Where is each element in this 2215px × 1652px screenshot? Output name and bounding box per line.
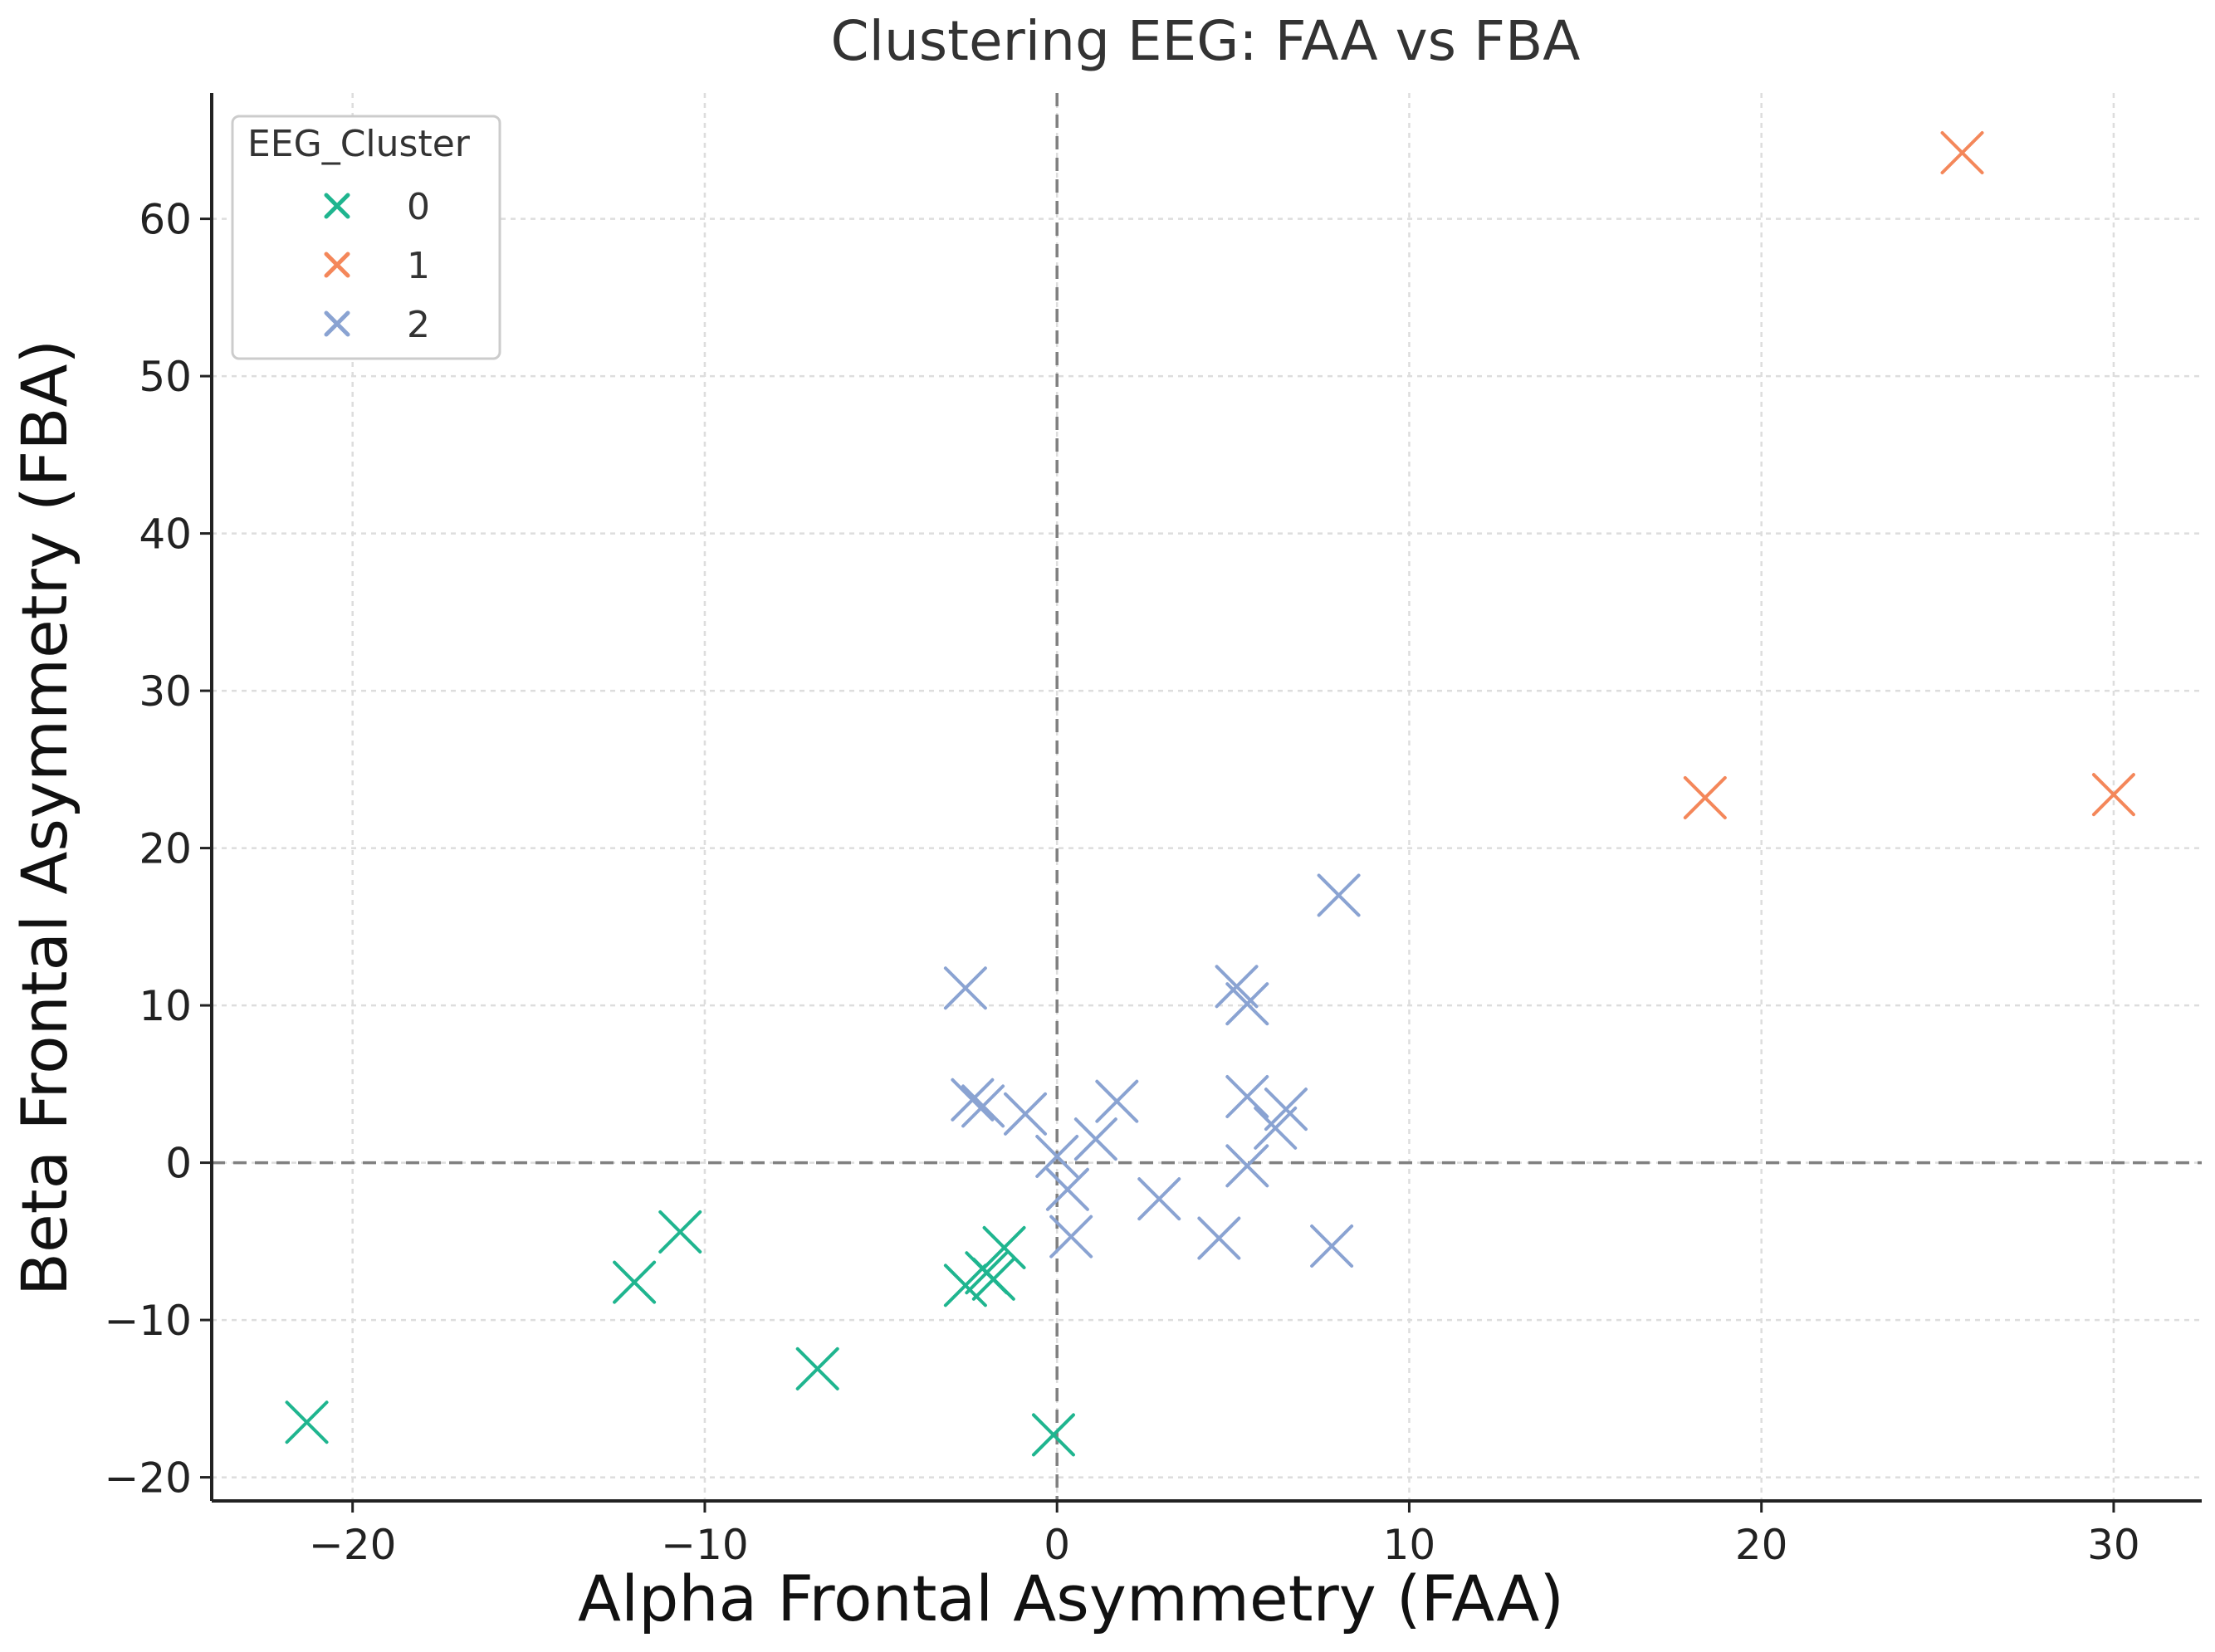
reference-lines bbox=[212, 93, 2202, 1501]
data-point-cluster-2 bbox=[1225, 982, 1269, 1026]
data-point-cluster-2 bbox=[1049, 1215, 1093, 1259]
data-point-cluster-2 bbox=[1045, 1167, 1089, 1211]
data-point-cluster-2 bbox=[1035, 1135, 1079, 1178]
data-point-cluster-2 bbox=[1225, 1074, 1269, 1118]
x-axis-ticks: −20 −10 0 10 20 30 bbox=[309, 1501, 2140, 1569]
data-point-cluster-2 bbox=[1225, 1144, 1269, 1188]
legend-marker-cluster-2 bbox=[324, 310, 350, 337]
y-tick-label: 50 bbox=[139, 353, 192, 401]
y-tick-label: −20 bbox=[104, 1454, 192, 1503]
data-point-cluster-1 bbox=[1940, 131, 1984, 175]
data-point-cluster-2 bbox=[1073, 1117, 1117, 1161]
data-point-cluster-0 bbox=[982, 1225, 1026, 1269]
x-tick-label: −20 bbox=[309, 1521, 397, 1569]
axes bbox=[210, 93, 2202, 1503]
y-tick-label: 60 bbox=[139, 196, 192, 244]
series-cluster-1 bbox=[1683, 131, 2135, 819]
y-tick-label: 0 bbox=[165, 1140, 192, 1188]
data-points bbox=[285, 131, 2135, 1457]
data-point-cluster-2 bbox=[1004, 1092, 1048, 1136]
legend-items: 0 1 2 bbox=[324, 186, 430, 346]
y-tick-label: 40 bbox=[139, 511, 192, 559]
x-tick-label: 20 bbox=[1735, 1521, 1788, 1569]
y-tick-label: 10 bbox=[139, 982, 192, 1030]
data-point-cluster-0 bbox=[613, 1260, 657, 1304]
data-point-cluster-2 bbox=[1264, 1087, 1308, 1131]
x-tick-label: 30 bbox=[2087, 1521, 2140, 1569]
y-axis-ticks: −20 −10 0 10 20 30 40 50 60 bbox=[104, 196, 212, 1503]
legend: EEG_Cluster 0 1 2 bbox=[231, 115, 501, 360]
y-tick-label: 30 bbox=[139, 667, 192, 716]
chart-title: Clustering EEG: FAA vs FBA bbox=[831, 9, 1581, 73]
data-point-cluster-2 bbox=[1095, 1079, 1139, 1123]
data-point-cluster-2 bbox=[943, 966, 987, 1010]
data-point-cluster-0 bbox=[1031, 1413, 1075, 1457]
data-point-cluster-2 bbox=[961, 1084, 1005, 1128]
data-point-cluster-0 bbox=[658, 1210, 702, 1254]
legend-marker-cluster-1 bbox=[324, 252, 350, 278]
legend-label-cluster-2: 2 bbox=[407, 304, 430, 346]
x-tick-label: 0 bbox=[1044, 1521, 1070, 1569]
x-tick-label: 10 bbox=[1383, 1521, 1436, 1569]
data-point-cluster-2 bbox=[1137, 1177, 1181, 1221]
data-point-cluster-1 bbox=[2091, 773, 2135, 817]
series-cluster-2 bbox=[943, 873, 1361, 1268]
legend-label-cluster-1: 1 bbox=[407, 245, 430, 287]
data-point-cluster-0 bbox=[285, 1400, 329, 1444]
legend-title: EEG_Cluster bbox=[247, 123, 471, 165]
y-tick-label: −10 bbox=[104, 1297, 192, 1345]
data-point-cluster-0 bbox=[795, 1347, 839, 1391]
data-point-cluster-2 bbox=[951, 1078, 995, 1122]
x-tick-label: −10 bbox=[661, 1521, 749, 1569]
legend-marker-cluster-0 bbox=[324, 193, 350, 219]
y-axis-label: Beta Frontal Asymmetry (FBA) bbox=[7, 340, 81, 1296]
legend-label-cluster-0: 0 bbox=[407, 186, 430, 228]
series-cluster-0 bbox=[285, 1210, 1075, 1457]
x-axis-label: Alpha Frontal Asymmetry (FAA) bbox=[578, 1562, 1564, 1635]
data-point-cluster-2 bbox=[1317, 873, 1361, 917]
data-point-cluster-1 bbox=[1683, 775, 1727, 819]
legend-box bbox=[231, 115, 501, 360]
y-tick-label: 20 bbox=[139, 825, 192, 873]
data-point-cluster-2 bbox=[1197, 1216, 1241, 1260]
data-point-cluster-0 bbox=[943, 1263, 987, 1307]
data-point-cluster-2 bbox=[1254, 1106, 1298, 1150]
data-point-cluster-2 bbox=[1310, 1224, 1354, 1268]
data-point-cluster-0 bbox=[971, 1257, 1015, 1301]
